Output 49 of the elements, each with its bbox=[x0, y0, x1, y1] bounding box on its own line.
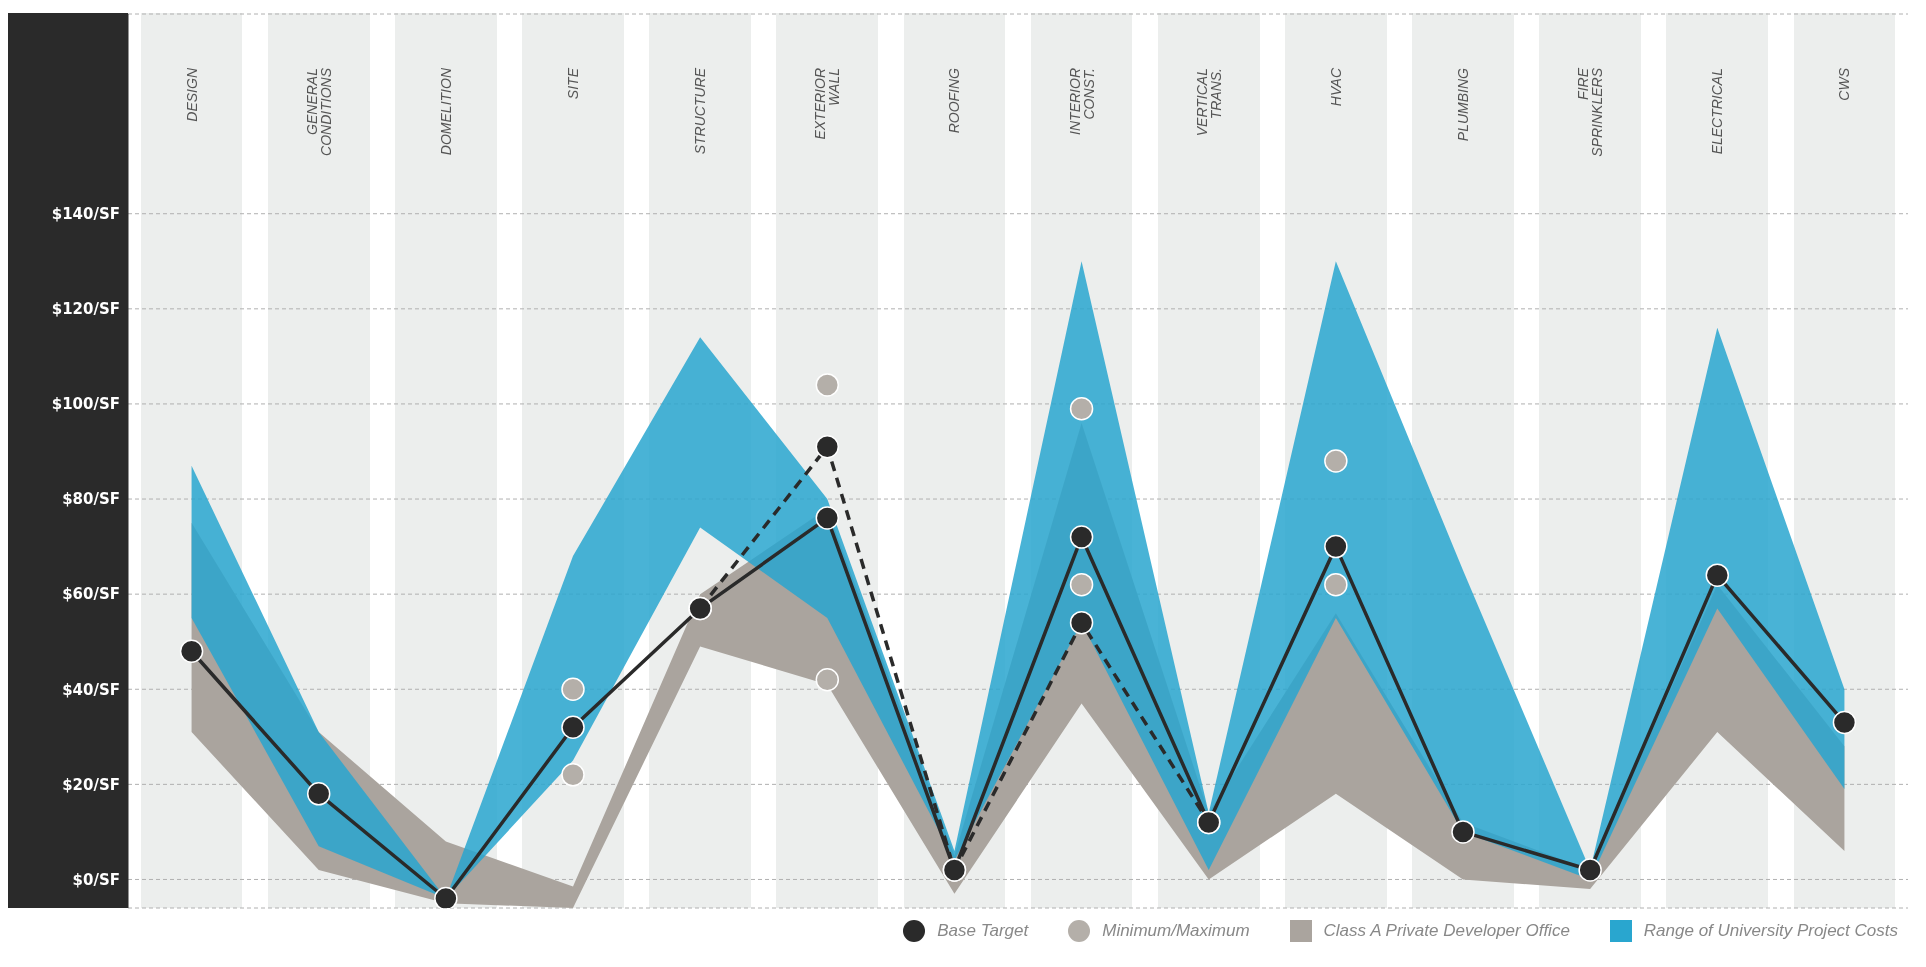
legend-label: Class A Private Developer Office bbox=[1323, 921, 1570, 941]
point bbox=[1832, 710, 1857, 735]
y-tick-label: $0/SF bbox=[72, 870, 120, 889]
point bbox=[1069, 525, 1094, 549]
point bbox=[561, 715, 585, 740]
point bbox=[1324, 572, 1348, 597]
point bbox=[306, 782, 331, 806]
y-tick-label: $40/SF bbox=[62, 680, 120, 699]
point bbox=[434, 886, 458, 908]
x-tick-label: ROOFING bbox=[946, 67, 963, 134]
point bbox=[561, 677, 585, 702]
point bbox=[815, 668, 840, 692]
point bbox=[942, 858, 967, 882]
point bbox=[561, 763, 585, 787]
x-tick-label: PLUMBING bbox=[1455, 67, 1471, 142]
point bbox=[815, 434, 840, 459]
point bbox=[1069, 610, 1094, 635]
y-tick-label: $120/SF bbox=[51, 300, 120, 319]
x-tick-label: INTERIOR CONST. bbox=[1066, 68, 1097, 135]
x-tick-label: SITE bbox=[565, 67, 581, 100]
x-tick-label: STRUCTURE bbox=[692, 67, 709, 155]
legend-label: Range of University Project Costs bbox=[1643, 921, 1898, 941]
x-tick-label: GENERAL CONDITIONS bbox=[303, 67, 334, 156]
x-tick-label: ELECTRICAL bbox=[1709, 68, 1726, 155]
x-tick-label: DESIGN bbox=[183, 67, 200, 122]
y-tick-label: $140/SF bbox=[51, 205, 120, 224]
x-tick-label: CWS bbox=[1836, 67, 1853, 101]
point bbox=[1069, 396, 1094, 421]
y-tick-label: $100/SF bbox=[51, 395, 120, 414]
point bbox=[1705, 563, 1730, 587]
point bbox=[1324, 534, 1348, 559]
point bbox=[1324, 449, 1348, 473]
point bbox=[1069, 572, 1094, 597]
legend-label: Minimum/Maximum bbox=[1102, 921, 1250, 941]
x-tick-label: VERTICAL TRANS. bbox=[1193, 68, 1224, 137]
point bbox=[688, 596, 712, 621]
y-tick-label: $80/SF bbox=[62, 490, 120, 509]
x-tick-label: EXTERIOR WALL bbox=[812, 68, 843, 140]
y-tick-label: $60/SF bbox=[62, 585, 120, 604]
legend-label: Base Target bbox=[937, 921, 1029, 941]
y-tick-label: $20/SF bbox=[62, 775, 120, 794]
point bbox=[1578, 858, 1602, 882]
point bbox=[179, 639, 204, 663]
point bbox=[815, 506, 840, 530]
x-tick-label: HVAC bbox=[1327, 67, 1344, 107]
point bbox=[1451, 820, 1475, 844]
x-tick-label: DOMELITION bbox=[437, 67, 454, 156]
point bbox=[815, 373, 840, 397]
x-tick-label: FIRE SPRINKLERS bbox=[1575, 67, 1606, 157]
